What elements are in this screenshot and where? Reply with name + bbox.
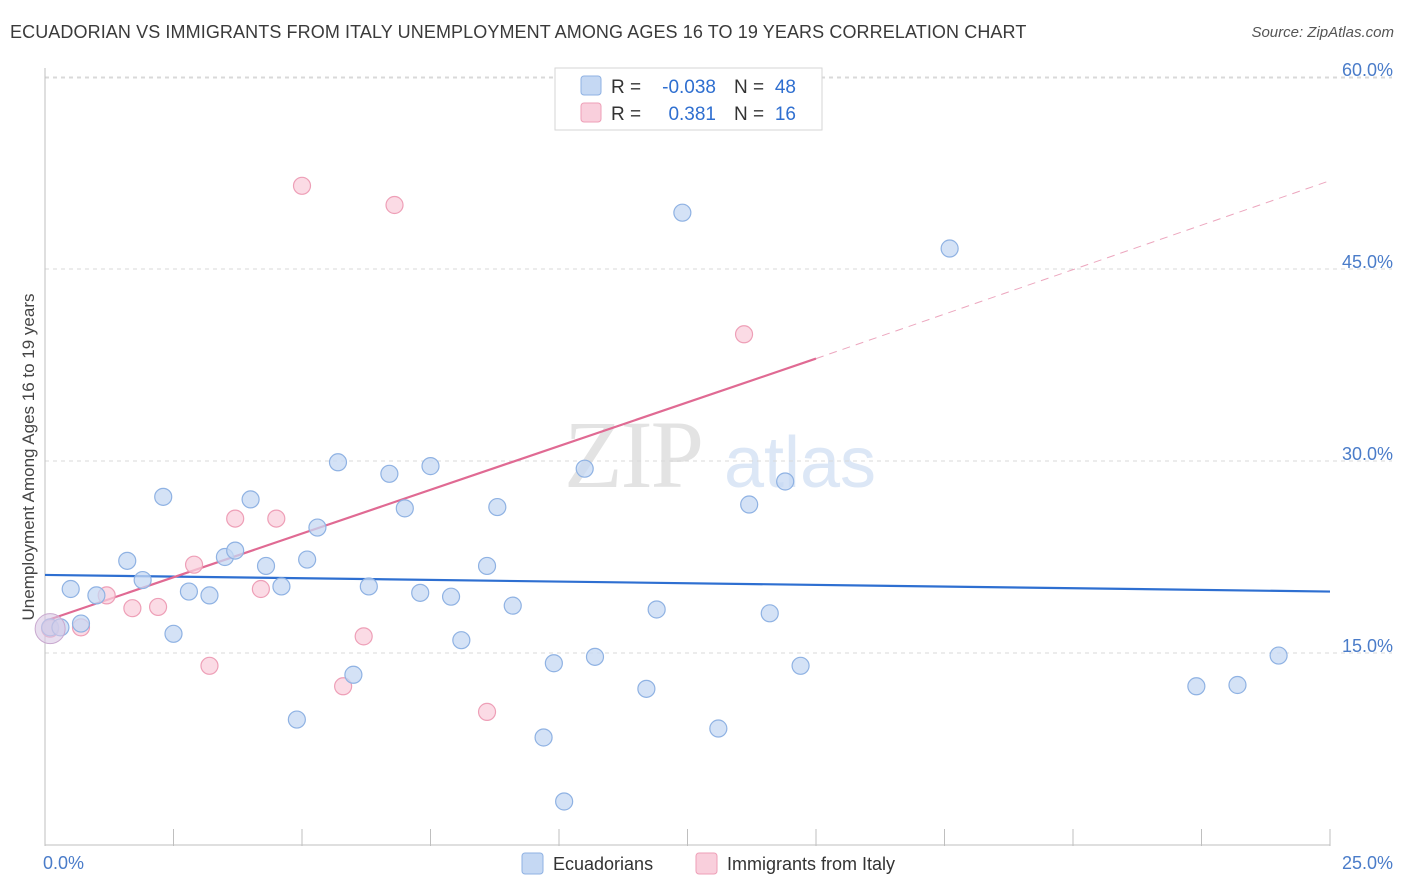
series-legend: Ecuadorians Immigrants from Italy [521, 852, 895, 875]
point-cluster [34, 613, 66, 645]
point-ecuadorian [328, 453, 348, 472]
point-ecuadorian [118, 551, 137, 570]
point-italy [267, 509, 286, 528]
legend-r-value-1: -0.038 [662, 77, 716, 98]
legend-n-label-1: N = [734, 77, 764, 98]
point-ecuadorian [61, 579, 80, 599]
chart-title: ECUADORIAN VS IMMIGRANTS FROM ITALY UNEM… [10, 22, 1027, 42]
point-ecuadorian [87, 586, 106, 605]
point-italy [334, 677, 353, 696]
trend-line-italy-extension [815, 180, 1331, 360]
point-ecuadorian [287, 710, 306, 729]
point-ecuadorian [226, 541, 245, 560]
point-ecuadorian [709, 719, 728, 738]
point-italy [734, 325, 754, 344]
point-ecuadorian [359, 577, 378, 596]
point-italy [292, 176, 312, 195]
point-italy [184, 555, 204, 574]
watermark-atlas: atlas [724, 423, 876, 503]
legend-n-value-1: 48 [775, 77, 796, 98]
point-ecuadorian [272, 577, 291, 596]
legend-r-label-2: R = [611, 104, 641, 125]
watermark: ZIP atlas [564, 401, 876, 508]
point-ecuadorian [575, 459, 594, 478]
point-ecuadorian [395, 499, 414, 518]
point-ecuadorian [673, 203, 692, 222]
point-ecuadorian [241, 490, 260, 509]
data-points [34, 176, 1288, 811]
point-italy [123, 599, 142, 618]
point-ecuadorian [441, 587, 461, 606]
point-ecuadorian [534, 728, 553, 747]
bottom-legend-swatch-italy [695, 852, 718, 875]
point-italy [354, 627, 373, 646]
point-ecuadorian [555, 792, 574, 811]
axes [44, 68, 1331, 846]
trend-line-ecuadorians [44, 573, 1331, 593]
point-ecuadorian [1187, 677, 1206, 696]
watermark-zip: ZIP [564, 401, 702, 508]
bottom-legend-label-italy: Immigrants from Italy [727, 854, 895, 874]
gridlines [45, 76, 1392, 654]
legend-r-value-2: 0.381 [668, 104, 716, 125]
x-tick-label-max: 25.0% [1342, 853, 1393, 873]
y-tick-label: 30.0% [1342, 444, 1393, 464]
point-ecuadorian [344, 665, 363, 684]
point-ecuadorian [298, 550, 317, 569]
point-ecuadorian [411, 583, 430, 602]
point-ecuadorian [585, 647, 605, 666]
point-ecuadorian [776, 472, 795, 491]
point-ecuadorian [1269, 646, 1288, 665]
point-ecuadorian [477, 556, 497, 576]
point-ecuadorian [256, 556, 276, 576]
point-italy [226, 509, 245, 528]
point-italy [148, 597, 168, 617]
point-ecuadorian [421, 457, 440, 476]
tick-labels: 15.0% 30.0% 45.0% 60.0% 0.0% 25.0% [43, 60, 1393, 873]
point-italy [385, 195, 404, 215]
point-ecuadorian [200, 586, 219, 605]
y-tick-label: 60.0% [1342, 60, 1393, 80]
point-ecuadorian [1228, 675, 1247, 695]
stats-legend: R = -0.038 N = 48 R = 0.381 N = 16 [554, 67, 823, 131]
trend-lines [44, 180, 1331, 623]
point-ecuadorian [740, 495, 759, 514]
point-ecuadorian [940, 239, 959, 258]
point-italy [251, 579, 270, 599]
legend-swatch-ecuadorians [580, 75, 602, 96]
legend-r-label-1: R = [611, 77, 641, 98]
y-tick-label: 15.0% [1342, 636, 1393, 656]
point-ecuadorian [452, 631, 471, 650]
point-ecuadorian [647, 600, 666, 619]
bottom-legend-label-ecuadorians: Ecuadorians [553, 854, 653, 874]
point-ecuadorian [308, 518, 327, 537]
source-credit: Source: ZipAtlas.com [1251, 24, 1394, 41]
point-italy [200, 656, 219, 675]
point-ecuadorian [544, 654, 563, 673]
x-tick-label-min: 0.0% [43, 853, 84, 873]
legend-n-label-2: N = [734, 104, 764, 125]
point-ecuadorian [380, 464, 399, 483]
legend-swatch-italy [580, 102, 602, 123]
point-ecuadorian [791, 656, 810, 675]
legend-n-value-2: 16 [775, 104, 796, 125]
point-ecuadorian [503, 596, 522, 615]
point-ecuadorian [154, 487, 173, 506]
trend-line-italy [44, 357, 817, 623]
y-tick-label: 45.0% [1342, 252, 1393, 272]
y-axis-label: Unemployment Among Ages 16 to 19 years [19, 294, 38, 621]
point-ecuadorian [760, 604, 779, 623]
point-ecuadorian [637, 679, 656, 698]
bottom-legend-swatch-ecuadorians [521, 852, 544, 875]
point-italy [477, 702, 497, 721]
point-ecuadorian [488, 497, 507, 517]
point-ecuadorian [164, 624, 183, 643]
point-ecuadorian [71, 614, 91, 633]
point-ecuadorian [179, 582, 199, 601]
point-ecuadorian [133, 570, 152, 590]
